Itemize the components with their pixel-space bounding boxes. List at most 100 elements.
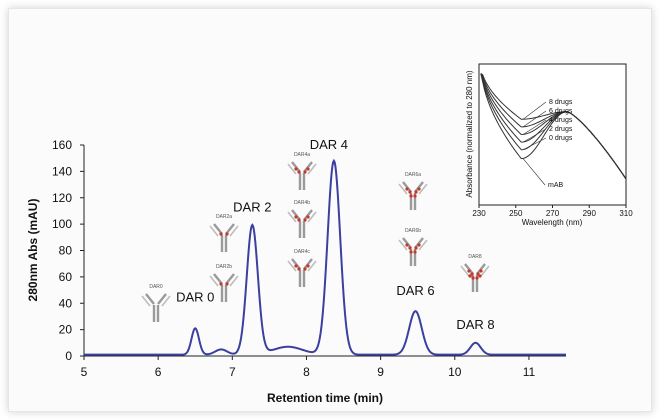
antibody-icon: DAR4a [287, 152, 317, 190]
antibody-icon: DAR4c [287, 249, 317, 287]
drug-payload-dot [405, 187, 409, 191]
inset-spectrum-line [480, 73, 627, 180]
drug-payload-dot [306, 167, 310, 171]
antibody-label: DAR6a [405, 172, 421, 178]
drug-payload-dot [306, 264, 310, 268]
antibody-icon: DAR0 [141, 284, 171, 322]
antibody-icon: DAR8 [460, 254, 490, 292]
antibody-illustrations: DAR0 DAR2a DAR2b DAR4a DAR4b DAR4c DAR6a DAR6b D… [141, 152, 490, 322]
drug-payload-dot [479, 269, 483, 273]
antibody-icon: DAR6a [398, 172, 428, 210]
drug-payload-dot [408, 246, 412, 250]
peak-label-group: DAR 0 DAR 2 DAR 4 DAR 6 DAR 8 [176, 137, 495, 332]
y-tick-label: 60 [59, 270, 73, 284]
inset-legend-pointer [522, 128, 547, 143]
peak-label-dar-2: DAR 2 [233, 199, 271, 214]
drug-payload-dot [413, 194, 417, 198]
y-tick-group: 0 20 40 60 80 100 120 140 160 [52, 138, 84, 363]
antibody-label: DAR8 [468, 254, 482, 260]
inset-chart: 230 250 270 290 310 8 drugs 6 drugs 4 drugs 2 d… [465, 63, 633, 227]
drug-payload-dot [476, 272, 480, 276]
inset-legend-pointer [522, 101, 547, 120]
y-tick-label: 80 [59, 244, 73, 258]
inset-tick-group: 230 250 270 290 310 [472, 205, 633, 218]
drug-payload-dot [470, 272, 474, 276]
inset-legend-label: 2 drugs [549, 126, 573, 133]
chromatogram-trace [84, 158, 566, 356]
drug-payload-dot [225, 282, 229, 286]
drug-payload-dot [294, 167, 298, 171]
y-tick-label: 40 [59, 296, 73, 310]
antibody-label: DAR2b [216, 264, 232, 270]
drug-payload-dot [409, 194, 413, 198]
antibody-label: DAR6b [405, 228, 421, 234]
y-tick-label: 20 [59, 323, 73, 337]
antibody-icon: DAR2a [209, 214, 239, 252]
drug-payload-dot [408, 190, 412, 194]
inset-legend-label: mAB [548, 182, 564, 189]
antibody-label: DAR0 [149, 284, 163, 290]
x-tick-label: 10 [448, 365, 462, 379]
y-tick-label: 140 [52, 164, 72, 178]
inset-x-tick-label: 250 [509, 209, 523, 218]
x-axis-title: Retention time (min) [267, 391, 383, 405]
drug-payload-dot [303, 170, 307, 174]
drug-payload-dot [297, 218, 301, 222]
inset-legend-pointer [522, 137, 547, 150]
inset-legend-label: 6 drugs [549, 108, 573, 115]
drug-payload-dot [478, 274, 482, 278]
drug-payload-dot [417, 187, 421, 191]
drug-payload-dot [409, 250, 413, 254]
peak-label-dar-6: DAR 6 [396, 283, 434, 298]
x-tick-label: 8 [303, 365, 310, 379]
drug-payload-dot [467, 269, 471, 273]
inset-legend-label: 4 drugs [549, 117, 573, 124]
antibody-label: DAR4b [294, 200, 310, 206]
antibody-label: DAR2a [216, 214, 232, 220]
inset-legend: 8 drugs 6 drugs 4 drugs 2 drugs 0 drugs mAB [522, 99, 573, 189]
y-tick-label: 120 [52, 191, 72, 205]
inset-x-tick-label: 290 [583, 209, 597, 218]
inset-legend-label: 8 drugs [549, 99, 573, 106]
inset-x-axis-title: Wavelength (nm) [522, 218, 583, 227]
x-tick-label: 11 [523, 365, 536, 379]
x-tick-group: 5 6 7 8 9 10 11 [81, 356, 536, 379]
antibody-icon: DAR6b [398, 228, 428, 266]
drug-payload-dot [414, 190, 418, 194]
peak-label-dar-8: DAR 8 [456, 317, 494, 332]
drug-payload-dot [294, 215, 298, 219]
antibody-icon: DAR4b [287, 200, 317, 238]
drug-payload-dot [303, 218, 307, 222]
y-axis-title: 280nm Abs (mAU) [26, 199, 40, 302]
drug-payload-dot [468, 274, 472, 278]
x-tick-label: 9 [377, 365, 384, 379]
drug-payload-dot [306, 215, 310, 219]
inset-legend-pointer [522, 119, 547, 135]
inset-y-axis-title: Absorbance (normalized to 280 nm) [465, 70, 474, 198]
drug-payload-dot [225, 232, 229, 236]
peak-label-dar-0: DAR 0 [176, 289, 214, 304]
inset-legend-pointer [522, 110, 547, 128]
drug-payload-dot [219, 232, 223, 236]
drug-payload-dot [405, 243, 409, 247]
y-tick-label: 100 [52, 217, 72, 231]
antibody-label: DAR4a [294, 152, 310, 158]
drug-payload-dot [294, 264, 298, 268]
drug-payload-dot [413, 250, 417, 254]
drug-payload-dot [297, 267, 301, 271]
antibody-label: DAR4c [294, 249, 310, 255]
inset-x-tick-label: 270 [546, 209, 560, 218]
drug-payload-dot [414, 246, 418, 250]
inset-legend-label: 0 drugs [549, 135, 573, 142]
drug-payload-dot [417, 243, 421, 247]
y-tick-label: 160 [52, 138, 72, 152]
drug-payload-dot [303, 267, 307, 271]
x-tick-label: 5 [81, 365, 88, 379]
antibody-icon: DAR2b [209, 264, 239, 302]
inset-legend-pointer [522, 158, 546, 186]
peak-label-dar-4: DAR 4 [310, 137, 348, 152]
x-tick-label: 7 [229, 365, 236, 379]
drug-payload-dot [475, 276, 479, 280]
drug-payload-dot [297, 170, 301, 174]
